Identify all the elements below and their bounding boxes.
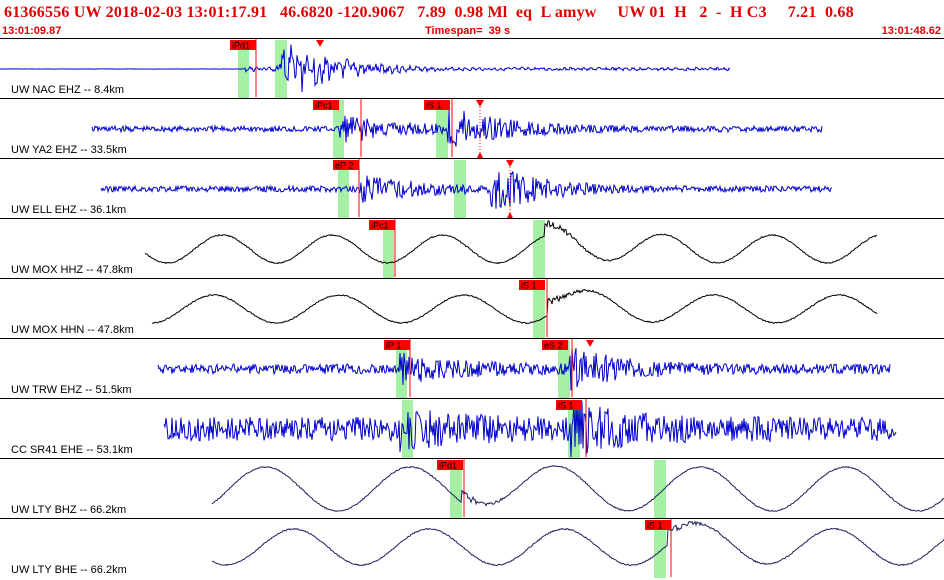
window-start-time: 13:01:09.87 xyxy=(2,25,62,37)
waveform-trace xyxy=(144,220,878,265)
waveform-plot: iPd1 xyxy=(0,39,731,98)
pick-window xyxy=(450,460,462,518)
trace-panel[interactable]: iPc1 UW MOX HHZ -- 47.8km xyxy=(0,218,944,278)
pick-window xyxy=(558,340,570,398)
pick-flag-label: iPc1 xyxy=(371,221,389,231)
pick-flag-box xyxy=(437,460,463,470)
s-arrival-marker-bottom xyxy=(477,152,483,158)
pick-flag[interactable]: eP 2 xyxy=(333,160,359,171)
pick-flag-box xyxy=(230,40,256,50)
pick-flag-box xyxy=(645,520,671,530)
pick-flag-box xyxy=(384,340,410,350)
pick-flag-label: iPd1 xyxy=(232,41,250,51)
pick-window xyxy=(533,220,545,278)
trace-panel[interactable]: iP 1 eS 2 UW TRW EHZ -- 51.5km xyxy=(0,338,944,398)
pick-flag[interactable]: iPd1 xyxy=(437,460,463,471)
station-label: UW LTY BHZ -- 66.2km xyxy=(11,504,127,516)
waveform-plot: iPd1 xyxy=(211,459,944,518)
waveform-plot: iPc1 iS 1 xyxy=(91,99,823,158)
pick-window xyxy=(654,520,666,578)
waveform-trace xyxy=(91,109,823,147)
trace-panel[interactable]: iPc1 iS 1 UW YA2 EHZ -- 33.5km xyxy=(0,98,944,158)
waveform-plot: eP 2 xyxy=(100,159,833,218)
window-end-time: 13:01:48.62 xyxy=(881,25,941,37)
pick-flag-box xyxy=(369,220,395,230)
pick-flag-label: iS 1 xyxy=(647,521,663,531)
station-label: UW TRW EHZ -- 51.5km xyxy=(11,384,132,396)
s-arrival-marker xyxy=(586,340,594,347)
waveform-plot: iP 1 eS 2 xyxy=(157,339,891,398)
waveform-plot: iS 1 xyxy=(163,399,897,458)
s-arrival-marker-bottom xyxy=(507,212,513,218)
waveform-trace xyxy=(211,465,944,512)
pick-flag-box xyxy=(313,100,339,110)
station-label: CC SR41 EHE -- 53.1km xyxy=(11,444,133,456)
s-arrival-marker xyxy=(476,100,484,107)
seismogram-stack[interactable]: iPd1 UW NAC EHZ -- 8.4km iPc1 iS 1 UW YA2 EH… xyxy=(0,38,944,580)
event-summary: 61366556 UW 2018-02-03 13:01:17.91 46.68… xyxy=(4,4,854,21)
waveform-trace xyxy=(211,520,944,567)
pick-window xyxy=(383,220,394,278)
pick-flag[interactable]: iP 1 xyxy=(384,340,410,351)
pick-window xyxy=(338,160,349,218)
pick-flag[interactable]: eS 2 xyxy=(542,340,568,351)
waveform-trace xyxy=(100,171,833,209)
waveform-trace xyxy=(0,44,731,92)
trace-panel[interactable]: iPd1 UW LTY BHZ -- 66.2km xyxy=(0,458,944,518)
station-label: UW NAC EHZ -- 8.4km xyxy=(11,84,125,96)
pick-flag[interactable]: iS 1 xyxy=(424,100,450,111)
pick-flag-label: eS 2 xyxy=(544,341,563,351)
pick-flag-box xyxy=(519,280,545,290)
pick-flag-label: iPc1 xyxy=(315,101,333,111)
s-arrival-marker xyxy=(316,40,324,47)
waveform-plot: iS 1 xyxy=(211,519,944,578)
waveform-plot: iS 1 xyxy=(151,279,878,338)
pick-flag-label: iS 1 xyxy=(521,281,537,291)
station-label: UW MOX HHZ -- 47.8km xyxy=(11,264,133,276)
trace-panel[interactable]: eP 2 UW ELL EHZ -- 36.1km xyxy=(0,158,944,218)
trace-panel[interactable]: iS 1 UW MOX HHN -- 47.8km xyxy=(0,278,944,338)
waveform-trace xyxy=(163,400,897,458)
event-header: 61366556 UW 2018-02-03 13:01:17.91 46.68… xyxy=(0,0,944,38)
pick-flag-box xyxy=(556,400,582,410)
pick-flag-label: iP 1 xyxy=(386,341,401,351)
station-label: UW LTY BHE -- 66.2km xyxy=(11,564,127,576)
station-label: UW MOX HHN -- 47.8km xyxy=(11,324,134,336)
pick-flag-label: eP 2 xyxy=(335,161,353,171)
pick-flag[interactable]: iS 1 xyxy=(556,400,582,411)
pick-flag-box xyxy=(424,100,450,110)
pick-flag[interactable]: iS 1 xyxy=(645,520,671,531)
pick-flag-box xyxy=(333,160,359,170)
waveform-trace xyxy=(157,348,891,391)
station-label: UW YA2 EHZ -- 33.5km xyxy=(11,144,127,156)
trace-panel[interactable]: iS 1 UW LTY BHE -- 66.2km xyxy=(0,518,944,578)
pick-window xyxy=(436,100,448,158)
pick-flag-label: iPd1 xyxy=(439,461,457,471)
pick-window xyxy=(654,460,666,518)
pick-flag[interactable]: iPc1 xyxy=(313,100,339,111)
pick-flag[interactable]: iS 1 xyxy=(519,280,545,291)
pick-window xyxy=(533,280,545,338)
pick-flag[interactable]: iPc1 xyxy=(369,220,395,231)
timespan-label: Timespan= 39 s xyxy=(425,25,511,37)
trace-panel[interactable]: iPd1 UW NAC EHZ -- 8.4km xyxy=(0,38,944,98)
waveform-trace xyxy=(151,288,878,325)
pick-flag-label: iS 1 xyxy=(426,101,442,111)
pick-flag-box xyxy=(542,340,568,350)
pick-flag[interactable]: iPd1 xyxy=(230,40,256,51)
station-label: UW ELL EHZ -- 36.1km xyxy=(11,204,127,216)
waveform-plot: iPc1 xyxy=(144,219,878,278)
s-arrival-marker xyxy=(506,160,514,167)
trace-panel[interactable]: iS 1 CC SR41 EHE -- 53.1km xyxy=(0,398,944,458)
pick-flag-label: iS 1 xyxy=(558,401,574,411)
